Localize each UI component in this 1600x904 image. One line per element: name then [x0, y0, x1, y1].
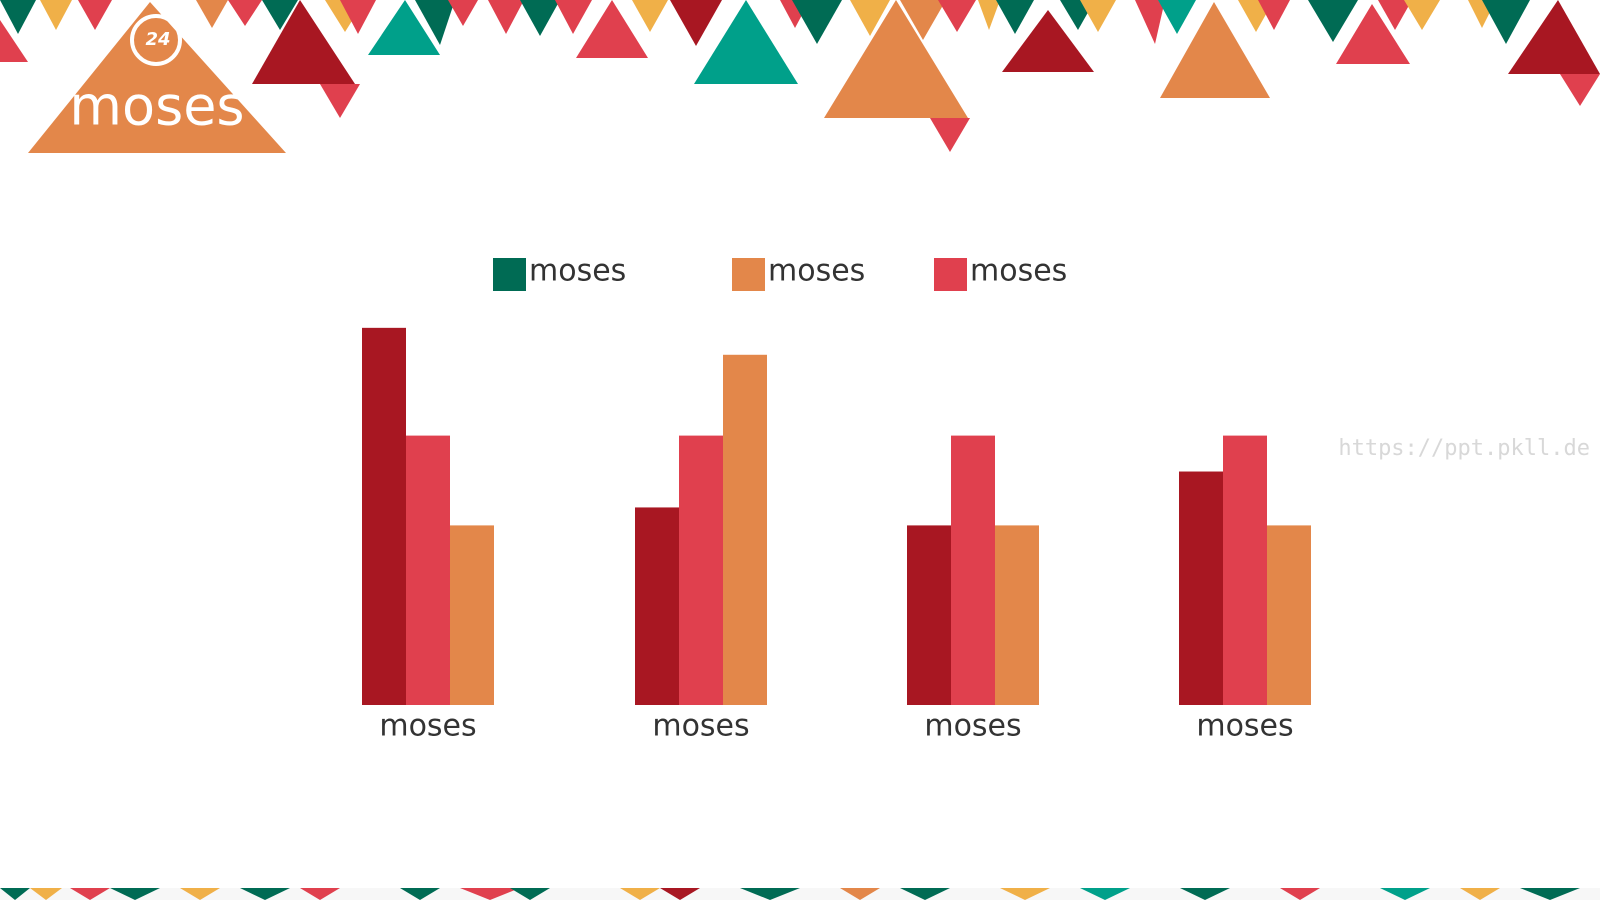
x-tick-label: moses: [924, 709, 1021, 744]
decor-top: [0, 0, 1600, 152]
decor-bottom: [0, 888, 1600, 900]
bar: [951, 435, 995, 705]
legend-swatch: [732, 258, 765, 291]
bar: [679, 435, 723, 705]
bar: [635, 507, 679, 705]
legend-label: moses: [970, 254, 1067, 289]
logo-icon: [130, 14, 182, 66]
logo-triangle: [28, 2, 286, 153]
bar: [406, 435, 450, 705]
legend-swatch: [493, 258, 526, 291]
bar: [723, 354, 767, 705]
logo-badge: 24: [145, 29, 170, 50]
x-tick-label: moses: [652, 709, 749, 744]
bar: [1179, 471, 1223, 705]
x-tick-label: moses: [1196, 709, 1293, 744]
bar: [1267, 525, 1311, 705]
bar: [907, 525, 951, 705]
bar: [362, 327, 406, 705]
legend-label: moses: [768, 254, 865, 289]
logo: 24 moses: [28, 2, 286, 153]
bar: [450, 525, 494, 705]
legend-label: moses: [529, 254, 626, 289]
x-tick-label: moses: [379, 709, 476, 744]
logo-title: moses: [69, 75, 244, 138]
bar: [995, 525, 1039, 705]
watermark: https://ppt.pkll.de: [1338, 436, 1590, 461]
legend-swatch: [934, 258, 967, 291]
bar: [1223, 435, 1267, 705]
